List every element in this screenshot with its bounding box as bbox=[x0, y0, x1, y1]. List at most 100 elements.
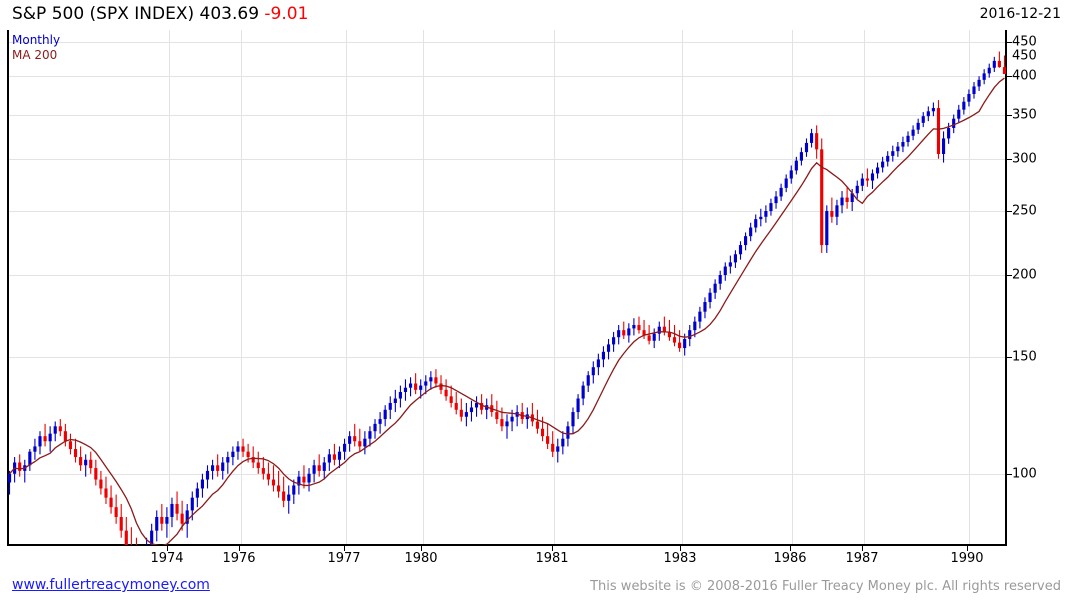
chart-footer: www.fullertreacymoney.com This website i… bbox=[0, 575, 1075, 600]
candle-body bbox=[373, 423, 377, 432]
candle-body bbox=[236, 446, 240, 452]
candle-body bbox=[713, 283, 717, 293]
candle-body bbox=[652, 333, 656, 341]
gridline-vertical bbox=[346, 30, 347, 545]
candle-body bbox=[353, 436, 357, 442]
candle-body bbox=[327, 454, 331, 463]
candle-body bbox=[18, 462, 22, 471]
gridline-horizontal bbox=[9, 473, 1009, 475]
candle-body bbox=[266, 473, 270, 480]
candle-body bbox=[363, 438, 367, 447]
candle-body bbox=[79, 457, 83, 466]
x-tick-mark bbox=[344, 546, 345, 551]
candle-body bbox=[627, 328, 631, 336]
candle-body bbox=[617, 330, 621, 338]
candle-body bbox=[693, 321, 697, 331]
candle-body bbox=[454, 402, 458, 410]
candle-body bbox=[576, 398, 580, 413]
candle-body bbox=[221, 462, 225, 471]
candle-body bbox=[89, 459, 93, 469]
candle-body bbox=[551, 443, 555, 452]
candle-body bbox=[165, 517, 169, 524]
candle-body bbox=[216, 465, 220, 471]
gridline-horizontal bbox=[9, 42, 1009, 44]
candle-body bbox=[855, 185, 859, 194]
candle-body bbox=[48, 433, 52, 442]
candle-body bbox=[449, 396, 453, 403]
candle-body bbox=[505, 421, 509, 427]
y-tick-mark bbox=[1007, 76, 1012, 78]
candle-body bbox=[7, 473, 12, 483]
candle-body bbox=[33, 446, 37, 452]
candle-body bbox=[469, 407, 474, 413]
gridlines bbox=[9, 30, 1009, 545]
candle-body bbox=[840, 197, 844, 206]
gridline-horizontal bbox=[9, 357, 1009, 359]
candle-body bbox=[500, 419, 504, 427]
x-tick-mark bbox=[862, 546, 863, 551]
y-tick-mark bbox=[1007, 158, 1012, 160]
candle-body bbox=[474, 402, 479, 408]
y-tick-mark bbox=[1007, 42, 1012, 44]
candle-body bbox=[200, 479, 205, 489]
candle-body bbox=[180, 513, 184, 524]
candle-body bbox=[637, 324, 641, 331]
candle-body bbox=[865, 178, 869, 181]
x-tick-label: 1976 bbox=[222, 551, 256, 566]
candle-body bbox=[160, 517, 164, 524]
candle-body bbox=[799, 152, 803, 161]
chart-header: S&P 500 (SPX INDEX) 403.69 -9.01 2016-12… bbox=[0, 0, 1075, 28]
candle-body bbox=[957, 109, 961, 119]
candle-body bbox=[566, 426, 570, 439]
candle-body bbox=[185, 510, 189, 524]
candle-body bbox=[302, 476, 306, 483]
candle-body bbox=[789, 170, 793, 179]
candle-body bbox=[754, 219, 758, 228]
candle-body bbox=[99, 479, 103, 489]
candle-body bbox=[936, 108, 941, 154]
website-link[interactable]: www.fullertreacymoney.com bbox=[12, 577, 210, 593]
candle-body bbox=[606, 344, 611, 352]
candle-body bbox=[941, 138, 946, 154]
candle-body bbox=[429, 377, 433, 382]
x-tick-mark bbox=[680, 546, 681, 551]
candle-body bbox=[170, 503, 174, 518]
y-tick-mark bbox=[1007, 211, 1012, 212]
candle-body bbox=[967, 93, 971, 102]
candle-body bbox=[901, 142, 905, 147]
candle-body bbox=[277, 485, 281, 492]
candle-body bbox=[815, 133, 819, 150]
y-tick-label: 350 bbox=[1012, 107, 1037, 123]
candle-body bbox=[322, 462, 326, 471]
y-tick-mark bbox=[1007, 274, 1012, 276]
candle-body bbox=[749, 227, 753, 237]
y-axis-left-line bbox=[7, 30, 9, 546]
candle-body bbox=[282, 491, 286, 501]
candle-body bbox=[480, 402, 484, 410]
candle-body bbox=[256, 462, 260, 469]
x-tick-mark bbox=[421, 546, 422, 551]
candle-body bbox=[175, 503, 179, 514]
y-tick-mark bbox=[1007, 357, 1012, 359]
candle-body bbox=[591, 367, 595, 376]
candle-body bbox=[561, 438, 565, 447]
candle-body bbox=[952, 118, 956, 128]
candle-body bbox=[972, 86, 976, 94]
gridline-vertical bbox=[423, 30, 424, 545]
candle-body bbox=[728, 262, 732, 267]
candle-body bbox=[307, 473, 311, 483]
price-series bbox=[7, 51, 1007, 545]
chart-legend: Monthly MA 200 bbox=[12, 33, 60, 63]
candle-body bbox=[774, 196, 778, 204]
plot-area[interactable] bbox=[7, 30, 1009, 545]
candle-body bbox=[419, 385, 423, 390]
gridline-vertical bbox=[682, 30, 683, 545]
candle-body bbox=[962, 101, 966, 110]
candle-body bbox=[495, 412, 499, 420]
candle-body bbox=[698, 311, 702, 322]
y-tick-label: 150 bbox=[1012, 349, 1037, 365]
legend-item-ma: MA 200 bbox=[12, 48, 58, 62]
legend-item-interval: Monthly bbox=[12, 33, 61, 47]
candle-body bbox=[297, 476, 301, 486]
